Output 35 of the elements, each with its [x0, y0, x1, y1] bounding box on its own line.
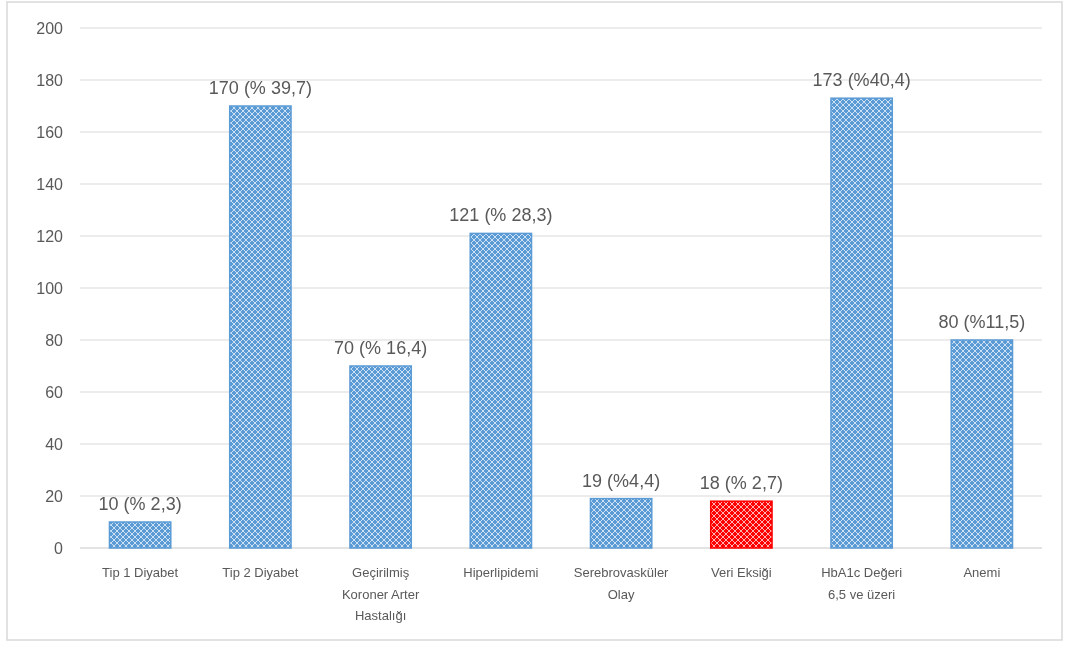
y-tick-label: 180 — [36, 71, 64, 89]
x-tick-label: HbA1c Değeri 6,5 ve üzeri — [821, 565, 903, 602]
y-tick-label: 160 — [36, 123, 64, 141]
bar — [469, 232, 533, 549]
bar — [709, 500, 773, 549]
y-tick-label: 140 — [36, 175, 64, 193]
y-tick-label: 60 — [45, 383, 64, 401]
x-tick-label: Hiperlipidemi — [463, 565, 539, 580]
data-label: 80 (%11,5) — [938, 312, 1026, 332]
data-label: 170 (% 39,7) — [208, 78, 312, 98]
bar — [589, 497, 653, 549]
x-tick-label: Veri Eksiği — [711, 565, 772, 580]
data-label: 121 (% 28,3) — [449, 205, 553, 226]
bar — [950, 339, 1014, 549]
x-tick-label: Anemi — [963, 565, 1001, 580]
x-tick-label: Tip 2 Diyabet — [222, 565, 299, 580]
bar — [830, 97, 894, 549]
y-tick-label: 100 — [36, 279, 64, 297]
data-label: 10 (% 2,3) — [98, 494, 182, 514]
data-label: 173 (%40,4) — [812, 70, 911, 91]
y-tick-label: 0 — [54, 539, 64, 557]
data-label: 70 (% 16,4) — [334, 338, 428, 358]
bar — [349, 365, 413, 549]
bar — [228, 105, 292, 549]
data-label: 19 (%4,4) — [582, 470, 661, 491]
x-tick-label: Tip 1 Diyabet — [102, 565, 179, 580]
data-label: 18 (% 2,7) — [699, 473, 783, 494]
y-tick-label: 40 — [45, 435, 64, 453]
x-tick-label: Geçirilmiş Koroner Arter Hastalığı — [341, 565, 420, 623]
y-tick-label: 20 — [45, 487, 64, 505]
y-tick-label: 80 — [45, 331, 64, 349]
x-tick-label: Serebrovasküler Olay — [573, 565, 670, 602]
bar — [108, 521, 172, 549]
y-tick-label: 200 — [36, 19, 64, 37]
y-tick-label: 120 — [36, 227, 64, 245]
